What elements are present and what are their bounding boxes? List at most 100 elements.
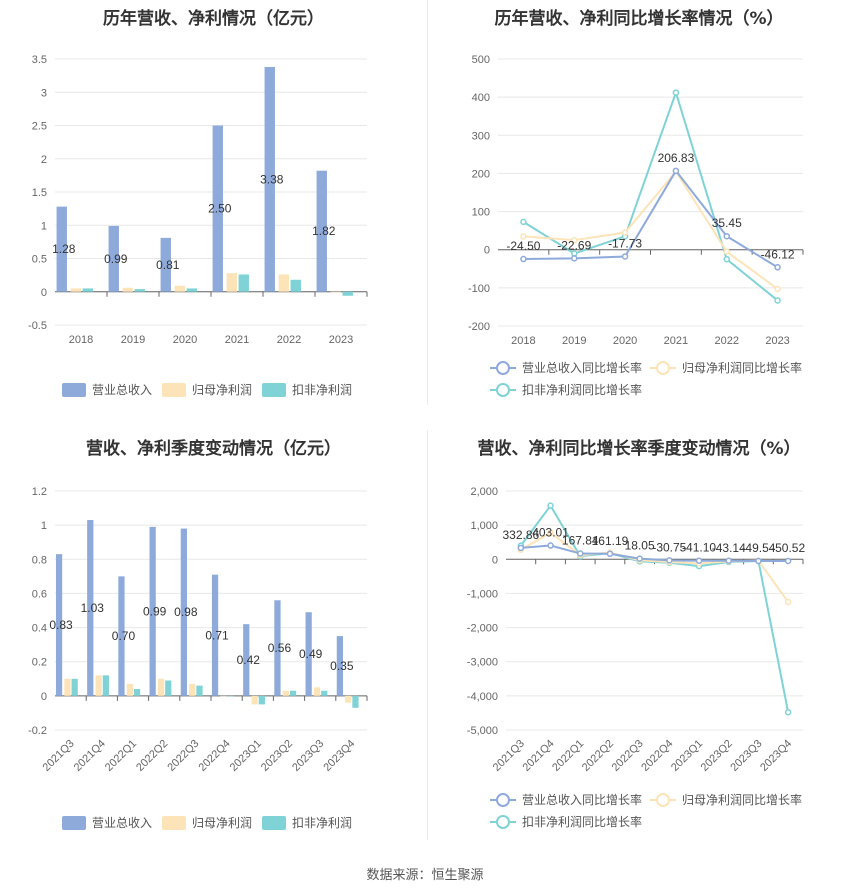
- vertical-divider-bottom: [427, 430, 428, 840]
- data-point: [723, 256, 730, 263]
- data-label: -49.54: [741, 541, 775, 555]
- x-tick-label: 2022Q3: [610, 738, 646, 774]
- x-tick-label: 2022Q3: [165, 738, 201, 774]
- data-point: [621, 229, 629, 236]
- bar: [305, 612, 312, 696]
- bar: [157, 678, 165, 696]
- y-tick-label: -2,000: [467, 623, 498, 635]
- y-tick-label: 0: [492, 554, 498, 566]
- chart-title: 历年营收、净利同比增长率情况（%）: [494, 9, 784, 29]
- data-label: 35.45: [712, 216, 742, 230]
- y-tick-label: 1: [41, 520, 47, 532]
- bar: [189, 683, 196, 696]
- data-label: -17.73: [608, 236, 642, 250]
- y-tick-label: 300: [472, 130, 490, 142]
- bar: [134, 289, 145, 292]
- bar: [330, 291, 341, 293]
- quarterly-revenue-profit-panel: 营收、净利季度变动情况（亿元） -0.2 0 0.2 0.4 0.6 0.8 1 1.2 202…: [0, 430, 427, 850]
- legend-label: 归母净利润同比增长率: [682, 360, 802, 375]
- bar: [313, 687, 321, 696]
- data-label: 18.05: [625, 539, 655, 553]
- chart-title: 营收、净利季度变动情况（亿元）: [86, 439, 341, 459]
- legend-swatch: [262, 383, 286, 397]
- x-tick-label: 2022: [277, 334, 301, 346]
- y-tick-label: -3,000: [467, 657, 498, 669]
- x-tick-label: 2022Q2: [134, 738, 170, 774]
- data-label: 161.19: [592, 534, 629, 548]
- data-label: 0.56: [268, 641, 292, 655]
- x-tick-label: 2022Q1: [103, 738, 139, 774]
- x-tick-label: 2023Q1: [228, 738, 264, 774]
- legend-marker: [656, 361, 670, 375]
- data-point: [577, 550, 584, 557]
- x-tick-label: 2023Q2: [699, 738, 735, 774]
- data-label: 1.03: [81, 601, 105, 615]
- data-label: 403.01: [532, 526, 569, 540]
- x-tick-label: 2023Q1: [669, 738, 705, 774]
- bar: [290, 279, 301, 292]
- y-tick-label: 1: [41, 220, 47, 232]
- data-label: 0.99: [104, 252, 128, 266]
- data-point: [672, 89, 680, 96]
- bar: [55, 554, 63, 696]
- data-label: 0.83: [49, 618, 73, 632]
- bar: [264, 66, 275, 292]
- y-tick-label: 3.5: [32, 54, 47, 66]
- data-point: [666, 557, 673, 564]
- y-tick-label: 1,000: [470, 520, 498, 532]
- bar: [289, 690, 297, 696]
- legend-label: 营业总收入: [92, 816, 152, 830]
- data-label: 0.98: [174, 605, 198, 619]
- y-tick-label: 0.2: [32, 657, 47, 669]
- bar: [238, 274, 249, 292]
- data-point: [571, 236, 578, 244]
- x-tick-label: 2023Q2: [259, 738, 295, 774]
- y-tick-label: 400: [472, 92, 490, 104]
- data-label: 206.83: [658, 151, 695, 165]
- legend-label: 扣非净利润: [292, 816, 352, 830]
- quarterly-growth-rate-panel: 营收、净利同比增长率季度变动情况（%） -5,000 -4,000 -3,000 -2…: [428, 430, 850, 850]
- data-label: -43.14: [712, 541, 746, 555]
- bar: [82, 288, 93, 292]
- y-tick-label: -4,000: [467, 691, 498, 703]
- data-point: [755, 557, 762, 565]
- data-point: [695, 557, 703, 564]
- data-point: [547, 529, 554, 536]
- y-tick-label: 2,000: [470, 486, 498, 498]
- bar: [278, 274, 289, 292]
- y-tick-label: 3: [41, 87, 47, 99]
- series-line: [520, 544, 789, 563]
- data-point: [547, 542, 554, 549]
- annual-growth-rate-panel: 历年营收、净利同比增长率情况（%） -200 -100 0 100 200 300 400 5…: [428, 0, 850, 420]
- y-tick-label: 0: [41, 287, 47, 299]
- bar: [316, 170, 327, 292]
- bar: [87, 520, 94, 696]
- legend-swatch: [162, 816, 186, 830]
- bar: [212, 125, 223, 292]
- bar: [133, 689, 141, 696]
- y-tick-label: 0: [41, 691, 47, 703]
- data-point: [723, 232, 730, 240]
- y-tick-label: 2.5: [32, 121, 47, 133]
- data-point: [672, 167, 680, 175]
- data-label: -24.50: [506, 239, 540, 253]
- x-tick-label: 2021Q3: [491, 738, 527, 774]
- bar: [70, 288, 81, 292]
- x-tick-label: 2023: [765, 335, 789, 347]
- series-line: [523, 169, 779, 269]
- bar: [102, 675, 109, 696]
- legend-label: 营业总收入: [92, 383, 152, 397]
- data-label: 0.99: [143, 604, 167, 618]
- data-point: [517, 544, 525, 552]
- y-tick-label: -100: [468, 283, 490, 295]
- quarterly-revenue-profit-chart: -0.200.20.40.60.811.22021Q32021Q42022Q12…: [28, 486, 368, 830]
- data-point: [774, 297, 781, 304]
- y-tick-label: 0.6: [32, 588, 47, 600]
- annual-revenue-profit-panel: 历年营收、净利情况（亿元） -0.5 0 0.5 1 1.5 2 2.5 3 3.5 2018 20…: [0, 0, 427, 420]
- data-point: [606, 550, 614, 558]
- chart-title: 历年营收、净利情况（亿元）: [103, 9, 324, 29]
- legend-label: 归母净利润: [192, 816, 252, 830]
- y-tick-label: 1.2: [32, 486, 47, 498]
- x-tick-label: 2022Q2: [580, 738, 616, 774]
- data-point: [784, 598, 792, 606]
